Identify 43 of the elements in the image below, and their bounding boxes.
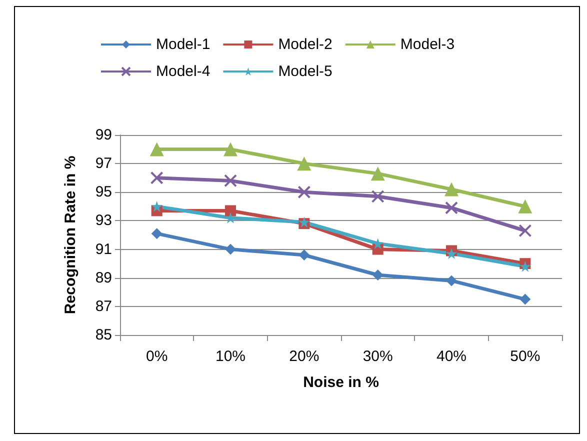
point <box>298 186 311 199</box>
point <box>445 201 458 214</box>
x-tick-label: 10% <box>215 348 246 365</box>
point <box>150 142 164 156</box>
point <box>371 190 384 203</box>
y-tick-label: 97 <box>95 155 112 172</box>
legend-label: Model-3 <box>400 36 455 53</box>
point <box>446 248 457 260</box>
point <box>151 228 162 240</box>
point <box>520 260 531 272</box>
point <box>225 205 236 216</box>
x-tick-label: 0% <box>146 348 168 365</box>
x-tick-label: 20% <box>289 348 320 365</box>
point <box>372 270 384 280</box>
y-tick-label: 87 <box>95 298 112 315</box>
x-tick-label: 50% <box>510 348 540 365</box>
point <box>518 199 532 214</box>
point <box>518 224 532 238</box>
point <box>444 182 458 196</box>
legend-label: Model-4 <box>156 63 210 80</box>
y-tick-label: 89 <box>95 269 112 286</box>
point <box>298 250 310 260</box>
point <box>224 142 238 156</box>
legend-label: Model-5 <box>278 63 332 80</box>
y-tick-label: 93 <box>95 212 112 230</box>
point <box>370 166 385 181</box>
legend-label: Model-2 <box>278 36 332 53</box>
y-tick-label: 95 <box>95 184 112 201</box>
y-tick-label: 91 <box>95 240 112 258</box>
x-axis-title: Noise in % <box>303 374 379 391</box>
point <box>151 200 162 212</box>
x-tick-label: 40% <box>436 348 467 365</box>
legend-label: Model-1 <box>156 36 210 53</box>
x-tick-label: 30% <box>362 348 393 365</box>
point <box>224 174 237 188</box>
y-tick-label: 99 <box>95 126 112 144</box>
point <box>225 244 236 255</box>
point <box>446 275 457 286</box>
point <box>520 294 531 305</box>
y-axis-title: Recognition Rate in % <box>62 156 79 314</box>
y-tick-label: 85 <box>95 326 112 344</box>
point <box>150 171 164 184</box>
point <box>297 156 312 171</box>
